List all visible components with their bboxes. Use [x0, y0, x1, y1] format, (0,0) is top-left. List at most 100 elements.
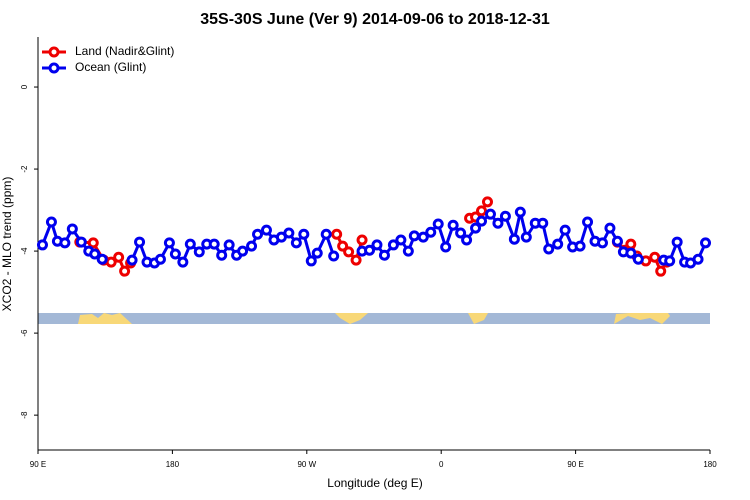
data-point: [246, 240, 258, 252]
legend-label: Land (Nadir&Glint): [75, 44, 174, 58]
data-point: [260, 224, 272, 236]
data-point: [432, 218, 444, 230]
data-point: [461, 234, 473, 246]
data-point: [649, 251, 661, 263]
data-point: [611, 235, 623, 247]
data-point: [655, 265, 667, 277]
data-point: [492, 217, 504, 229]
data-point: [632, 253, 644, 265]
data-point: [395, 234, 407, 246]
data-point: [113, 251, 125, 263]
x-tick-label: 90 E: [30, 460, 46, 469]
data-point: [470, 222, 482, 234]
legend-marker: [48, 62, 60, 74]
data-point: [331, 228, 343, 240]
data-point: [311, 247, 323, 259]
data-point: [154, 253, 166, 265]
data-point: [537, 217, 549, 229]
data-point: [664, 255, 676, 267]
data-point: [402, 245, 414, 257]
legend-label: Ocean (Glint): [75, 60, 146, 74]
data-point: [484, 208, 496, 220]
data-point: [625, 247, 637, 259]
y-tick-label: -2: [20, 165, 29, 173]
data-point: [543, 243, 555, 255]
data-point: [223, 239, 235, 251]
data-point: [371, 239, 383, 251]
data-point: [184, 238, 196, 250]
series-line: [130, 228, 336, 265]
data-point: [177, 256, 189, 268]
data-point: [440, 241, 452, 253]
data-point: [193, 246, 205, 258]
data-point: [208, 238, 220, 250]
data-point: [305, 255, 317, 267]
data-point: [36, 239, 48, 251]
data-point: [582, 216, 594, 228]
data-point: [425, 226, 437, 238]
x-tick-label: 0: [439, 460, 444, 469]
data-point: [169, 248, 181, 260]
x-axis-title: Longitude (deg E): [327, 476, 422, 490]
data-point: [574, 240, 586, 252]
data-point: [66, 223, 78, 235]
y-axis-title: XCO2 - MLO trend (ppm): [0, 177, 14, 312]
data-point: [59, 237, 71, 249]
data-point: [75, 236, 87, 248]
y-tick-label: -4: [20, 247, 29, 255]
data-point: [350, 254, 362, 266]
y-tick-label: 0: [20, 84, 29, 89]
data-point: [163, 237, 175, 249]
data-point: [499, 210, 511, 222]
data-point: [552, 238, 564, 250]
data-point: [119, 265, 131, 277]
data-point: [89, 248, 101, 260]
data-point: [364, 244, 376, 256]
data-point: [283, 227, 295, 239]
x-tick-label: 180: [166, 460, 180, 469]
data-point: [378, 249, 390, 261]
data-point: [476, 205, 488, 217]
data-point: [252, 228, 264, 240]
y-tick-label: -8: [20, 411, 29, 419]
data-point: [520, 231, 532, 243]
data-point: [87, 237, 99, 249]
y-tick-label: -6: [20, 329, 29, 337]
data-point: [417, 231, 429, 243]
chart-title: 35S-30S June (Ver 9) 2014-09-06 to 2018-…: [200, 11, 550, 28]
data-point: [356, 234, 368, 246]
data-point: [625, 238, 637, 250]
legend-marker: [48, 46, 60, 58]
data-point: [408, 230, 420, 242]
data-point: [105, 256, 117, 268]
data-point: [596, 237, 608, 249]
data-point: [604, 222, 616, 234]
data-point: [514, 206, 526, 218]
data-point: [298, 228, 310, 240]
data-point: [692, 253, 704, 265]
map-strip: [38, 313, 710, 324]
data-point: [290, 237, 302, 249]
data-point: [387, 239, 399, 251]
data-point: [508, 233, 520, 245]
data-point: [481, 196, 493, 208]
data-point: [126, 254, 138, 266]
data-point: [237, 245, 249, 257]
data-point: [320, 228, 332, 240]
x-tick-label: 180: [703, 460, 717, 469]
data-point: [455, 227, 467, 239]
data-point: [476, 215, 488, 227]
x-tick-label: 90 E: [567, 460, 583, 469]
data-point: [343, 246, 355, 258]
data-point: [447, 219, 459, 231]
x-tick-label: 90 W: [297, 460, 316, 469]
data-point: [216, 249, 228, 261]
data-point: [671, 236, 683, 248]
data-point: [96, 253, 108, 265]
data-point: [328, 250, 340, 262]
data-point: [45, 216, 57, 228]
data-point: [559, 224, 571, 236]
data-point: [134, 236, 146, 248]
data-point: [700, 237, 712, 249]
